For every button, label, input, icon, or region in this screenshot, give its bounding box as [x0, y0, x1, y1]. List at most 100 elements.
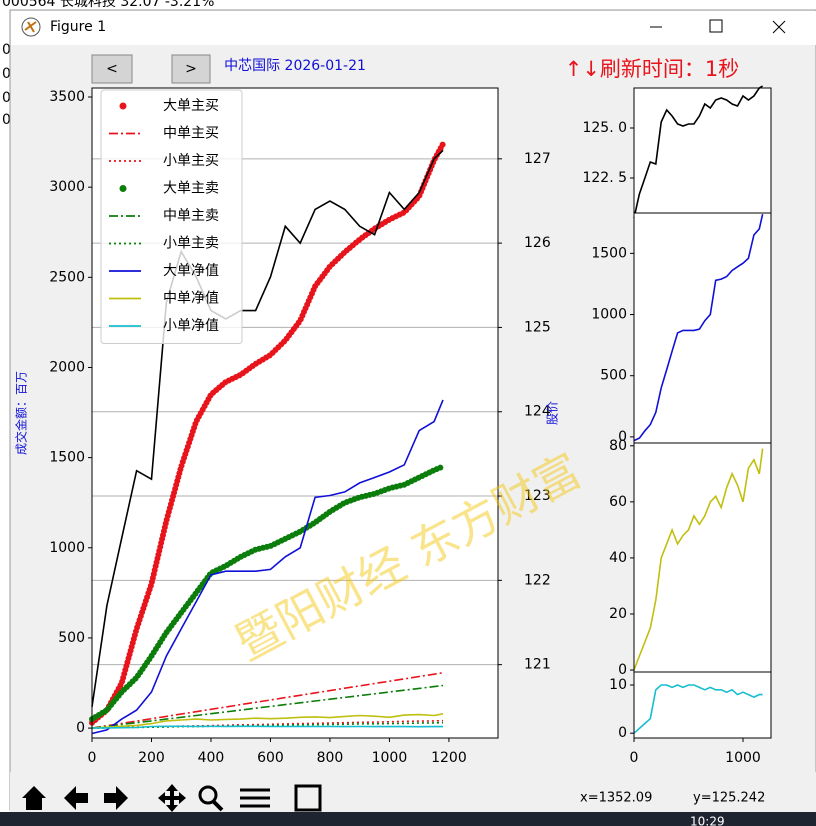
nav-prev-button[interactable]	[91, 54, 133, 84]
background-text: 000564 长城科技 32.07 -3.21%	[2, 0, 214, 10]
legend-label: 中单主卖	[163, 208, 219, 224]
toolbar	[10, 772, 816, 812]
window-title: Figure 1	[50, 19, 106, 35]
y-tick-label: 1000	[591, 307, 627, 323]
plot-area	[634, 443, 771, 672]
y-tick-label: 1500	[49, 450, 85, 466]
legend-label: 小单主卖	[163, 236, 219, 252]
y2-tick-label: 123	[524, 488, 551, 504]
nav-next-button[interactable]	[171, 54, 211, 84]
pan-button[interactable]	[158, 784, 186, 812]
x-tick-label: 1200	[431, 750, 467, 766]
y2-tick-label: 121	[524, 657, 551, 673]
x-tick-label: 1000	[725, 750, 761, 766]
series-line	[633, 214, 764, 442]
toolbar-icons	[22, 784, 322, 812]
configure-button[interactable]	[240, 788, 270, 808]
series-line	[91, 684, 444, 729]
y-tick-label: 500	[600, 368, 627, 384]
y-tick-label: 2000	[49, 359, 85, 375]
y-tick-label: 122. 5	[582, 170, 627, 186]
x-tick-label: 0	[88, 750, 97, 766]
y-tick-label: 500	[58, 630, 85, 646]
y2-tick-label: 124	[524, 404, 551, 420]
y-tick-label: 3000	[49, 179, 85, 195]
y2-tick-label: 126	[524, 235, 551, 251]
status-y: y=125.242	[693, 791, 765, 806]
y-tick-label: 1000	[49, 540, 85, 556]
plot-area	[634, 672, 771, 738]
y-tick-label: 0	[618, 429, 627, 445]
legend-label: 小单净值	[163, 318, 219, 334]
y-tick-label: 10	[609, 677, 627, 693]
y2-axis-label: 股价	[546, 401, 560, 425]
nav-next-label: >	[185, 61, 197, 77]
plot-area	[634, 88, 771, 213]
background-line: 0	[2, 66, 11, 82]
chart-title: 中芯国际 2026-01-21	[224, 58, 366, 74]
clock: 10:29	[690, 815, 725, 826]
y-tick-label: 2500	[49, 269, 85, 285]
close-button[interactable]	[772, 20, 786, 34]
y-tick-label: 40	[609, 550, 627, 566]
legend-label: 大单净值	[163, 263, 219, 279]
series-line	[91, 399, 444, 735]
legend-marker	[119, 102, 127, 110]
background-line: 0	[2, 42, 11, 58]
y-tick-label: 125. 0	[582, 120, 627, 136]
home-button[interactable]	[22, 786, 46, 810]
y-tick-label: 1500	[591, 245, 627, 261]
taskbar	[0, 812, 816, 826]
legend-label: 小单主买	[163, 153, 219, 169]
legend-label: 大单主卖	[163, 181, 219, 197]
x-tick-label: 200	[138, 750, 165, 766]
nav-prev-label: <	[106, 61, 118, 77]
annotation: ↑↓刷新时间：1秒	[565, 57, 740, 81]
series-line	[633, 85, 764, 219]
y2-tick-label: 127	[524, 151, 551, 167]
figure: 0500100015002000250030003500121122123124…	[14, 57, 772, 766]
series-line	[89, 463, 446, 723]
legend-label: 中单主买	[163, 126, 219, 142]
x-tick-label: 800	[317, 750, 344, 766]
forward-button[interactable]	[104, 786, 128, 810]
background-line: 0	[2, 90, 11, 106]
x-tick-label: 0	[630, 750, 639, 766]
y2-tick-label: 125	[524, 319, 551, 335]
series-line	[91, 725, 443, 729]
legend	[100, 89, 243, 344]
series-line	[633, 684, 763, 734]
series-line	[89, 140, 446, 726]
x-tick-label: 1000	[372, 750, 408, 766]
series-line	[91, 713, 444, 729]
app-icon-mark	[24, 21, 37, 33]
y-tick-label: 60	[609, 494, 627, 510]
legend-label: 中单净值	[163, 291, 219, 307]
back-button[interactable]	[64, 786, 88, 810]
title-bar	[11, 11, 816, 45]
y-tick-label: 0	[618, 725, 627, 741]
y-tick-label: 80	[609, 438, 627, 454]
maximize-button[interactable]	[709, 19, 723, 33]
legend-marker	[119, 185, 127, 192]
background-line: 0	[2, 112, 11, 128]
x-tick-label: 600	[257, 750, 284, 766]
y-tick-label: 3500	[49, 89, 85, 105]
series-line	[91, 671, 444, 729]
zoom-handle	[211, 799, 224, 812]
series-line	[91, 149, 444, 707]
zoom-button[interactable]	[198, 785, 218, 805]
save-button[interactable]	[294, 784, 322, 812]
y-tick-label: 20	[609, 606, 627, 622]
series-line	[633, 448, 764, 671]
status-x: x=1352.09	[580, 791, 652, 806]
plot-frame	[633, 671, 772, 739]
y-axis-label: 成交金额：百万	[14, 371, 29, 455]
plot-frame	[91, 87, 499, 739]
legend-label: 大单主买	[163, 98, 219, 114]
y2-tick-label: 122	[524, 572, 551, 588]
y-tick-label: 0	[76, 720, 85, 736]
x-tick-label: 400	[198, 750, 225, 766]
